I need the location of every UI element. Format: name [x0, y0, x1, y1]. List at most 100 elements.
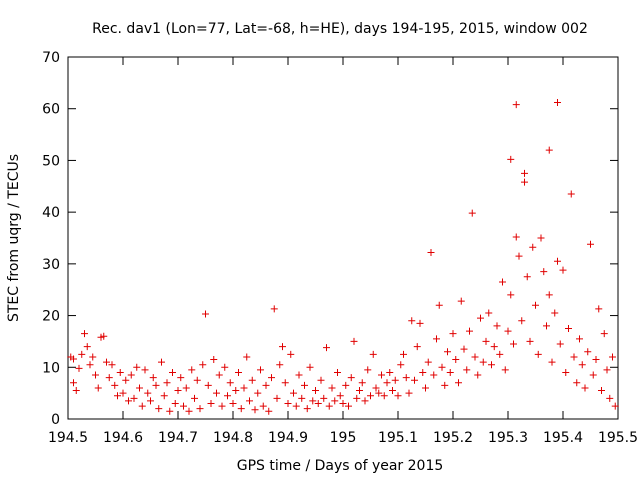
data-point [70, 355, 77, 363]
y-axis-label: STEC from uqrg / TECUs [6, 154, 22, 322]
x-tick-label: 194.9 [268, 430, 308, 446]
data-point [147, 397, 154, 405]
data-point [422, 384, 429, 392]
data-point [158, 358, 165, 366]
data-point [174, 387, 182, 395]
data-point [367, 392, 374, 400]
x-tick-label: 194.7 [158, 430, 198, 446]
data-point [449, 330, 457, 338]
data-point [507, 155, 515, 163]
data-point [141, 366, 149, 374]
data-point [89, 353, 97, 361]
x-tick-label: 194.5 [48, 430, 88, 446]
data-point [551, 309, 559, 317]
data-point [86, 361, 94, 369]
data-point [576, 335, 583, 343]
data-point [430, 371, 438, 379]
data-point [389, 387, 396, 395]
data-point [262, 381, 270, 389]
data-point [499, 278, 506, 286]
data-point [246, 397, 253, 405]
data-point [270, 305, 278, 313]
data-point [301, 381, 308, 389]
data-point [119, 389, 127, 397]
data-point [386, 368, 394, 376]
data-point [537, 234, 545, 242]
data-point [567, 190, 575, 198]
data-point [496, 350, 504, 358]
data-point [235, 368, 242, 376]
data-point [284, 399, 292, 407]
data-point [556, 340, 564, 348]
data-point [471, 353, 479, 361]
data-point [468, 209, 476, 217]
data-point [108, 361, 116, 369]
data-point [312, 387, 319, 395]
data-point [169, 368, 176, 376]
data-point [405, 389, 413, 397]
data-point [292, 402, 300, 410]
data-point [125, 397, 132, 405]
data-point [515, 252, 523, 260]
x-tick-label: 195 [330, 430, 357, 446]
y-tick-label: 20 [42, 309, 60, 325]
data-point [611, 402, 619, 410]
data-point [592, 356, 600, 364]
data-point [477, 314, 484, 322]
y-tick-label: 50 [42, 153, 60, 169]
data-point [532, 301, 539, 309]
data-point [595, 305, 603, 313]
data-point [548, 358, 556, 366]
data-point [545, 291, 553, 299]
data-point [237, 405, 245, 413]
data-point [534, 350, 542, 358]
data-point [504, 327, 512, 335]
x-tick-label: 194.6 [103, 430, 143, 446]
data-point [276, 361, 284, 369]
data-point [290, 389, 297, 397]
y-tick-label: 0 [51, 412, 60, 428]
data-point [493, 322, 501, 330]
data-point [149, 374, 157, 382]
data-point [600, 330, 608, 338]
y-tick-label: 60 [42, 102, 60, 118]
data-point [408, 317, 416, 325]
data-point [581, 384, 589, 392]
data-point [188, 366, 196, 374]
data-point [229, 399, 237, 407]
data-point [441, 381, 449, 389]
data-point [325, 402, 333, 410]
y-axis: 0 10 20 30 40 50 60 70 [42, 50, 618, 428]
data-point [526, 337, 534, 345]
data-point [100, 332, 108, 340]
data-point [490, 343, 498, 351]
x-tick-label: 194.8 [213, 430, 253, 446]
data-point [474, 371, 482, 379]
data-point [72, 387, 80, 395]
data-point [521, 169, 528, 177]
data-point [320, 394, 328, 402]
data-point [221, 363, 229, 371]
data-point [562, 368, 570, 376]
data-point [510, 340, 517, 348]
data-point [138, 402, 146, 410]
x-tick-label: 195.4 [543, 430, 583, 446]
data-point [383, 379, 391, 387]
data-point [427, 248, 435, 256]
data-point [78, 350, 86, 358]
data-point [479, 358, 487, 366]
data-point [114, 392, 121, 400]
data-point [166, 407, 174, 415]
data-point [570, 353, 578, 361]
data-point [204, 381, 212, 389]
data-point [345, 402, 352, 410]
data-point [122, 376, 130, 384]
x-tick-label: 195.2 [433, 430, 473, 446]
data-point [584, 348, 592, 356]
data-point [400, 350, 407, 358]
data-point [224, 392, 231, 400]
data-point [350, 337, 358, 345]
data-point [554, 99, 561, 107]
data-point [424, 358, 432, 366]
